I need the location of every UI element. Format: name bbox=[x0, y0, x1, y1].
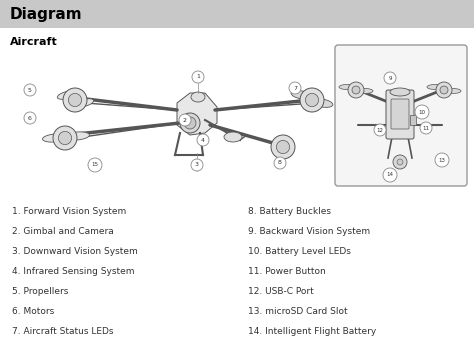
Circle shape bbox=[383, 168, 397, 182]
Circle shape bbox=[276, 141, 290, 154]
Text: 12: 12 bbox=[376, 127, 383, 132]
Circle shape bbox=[63, 88, 87, 112]
Text: 4. Infrared Sensing System: 4. Infrared Sensing System bbox=[12, 267, 135, 276]
Circle shape bbox=[435, 153, 449, 167]
Text: Aircraft: Aircraft bbox=[10, 37, 58, 47]
Ellipse shape bbox=[390, 88, 410, 96]
Circle shape bbox=[440, 86, 448, 94]
Circle shape bbox=[180, 113, 200, 133]
Circle shape bbox=[348, 82, 364, 98]
Circle shape bbox=[420, 122, 432, 134]
FancyBboxPatch shape bbox=[391, 99, 409, 129]
Circle shape bbox=[300, 88, 324, 112]
Text: 11. Power Button: 11. Power Button bbox=[248, 267, 326, 276]
Circle shape bbox=[384, 72, 396, 84]
Text: 6. Motors: 6. Motors bbox=[12, 307, 54, 316]
Text: Diagram: Diagram bbox=[10, 6, 82, 22]
Ellipse shape bbox=[224, 132, 242, 142]
Circle shape bbox=[271, 135, 295, 159]
Ellipse shape bbox=[74, 99, 94, 107]
Circle shape bbox=[289, 82, 301, 94]
Circle shape bbox=[24, 112, 36, 124]
Text: 9: 9 bbox=[388, 75, 392, 80]
Text: 11: 11 bbox=[422, 126, 429, 131]
Circle shape bbox=[352, 86, 360, 94]
Text: 10: 10 bbox=[419, 109, 426, 114]
Text: 1. Forward Vision System: 1. Forward Vision System bbox=[12, 207, 126, 216]
Circle shape bbox=[393, 155, 407, 169]
Text: 1: 1 bbox=[196, 74, 200, 80]
Text: 10. Battery Level LEDs: 10. Battery Level LEDs bbox=[248, 247, 351, 256]
Ellipse shape bbox=[43, 134, 67, 142]
Text: 14: 14 bbox=[386, 172, 393, 177]
Circle shape bbox=[197, 134, 209, 146]
Ellipse shape bbox=[291, 91, 313, 99]
Text: 6: 6 bbox=[28, 115, 32, 120]
Ellipse shape bbox=[445, 88, 461, 93]
Text: 2. Gimbal and Camera: 2. Gimbal and Camera bbox=[12, 227, 114, 236]
Text: 8: 8 bbox=[278, 160, 282, 166]
Bar bbox=[0, 0, 474, 28]
Circle shape bbox=[192, 71, 204, 83]
Circle shape bbox=[191, 159, 203, 171]
Circle shape bbox=[274, 157, 286, 169]
Circle shape bbox=[436, 82, 452, 98]
Text: 4: 4 bbox=[201, 137, 205, 143]
Ellipse shape bbox=[64, 132, 90, 140]
Text: 12. USB-C Port: 12. USB-C Port bbox=[248, 287, 314, 296]
Circle shape bbox=[53, 126, 77, 150]
Text: 7: 7 bbox=[293, 86, 297, 91]
Circle shape bbox=[184, 117, 196, 129]
Text: 9. Backward Vision System: 9. Backward Vision System bbox=[248, 227, 370, 236]
Text: 3: 3 bbox=[195, 162, 199, 167]
Circle shape bbox=[305, 93, 319, 107]
Circle shape bbox=[415, 105, 429, 119]
FancyBboxPatch shape bbox=[386, 90, 414, 139]
Circle shape bbox=[397, 159, 403, 165]
Ellipse shape bbox=[427, 85, 443, 90]
Circle shape bbox=[58, 131, 72, 144]
Ellipse shape bbox=[57, 91, 77, 99]
Ellipse shape bbox=[357, 88, 373, 93]
Circle shape bbox=[68, 93, 82, 107]
Polygon shape bbox=[177, 93, 217, 135]
Text: 13. microSD Card Slot: 13. microSD Card Slot bbox=[248, 307, 347, 316]
Text: 13: 13 bbox=[438, 158, 446, 162]
Bar bbox=[410, 115, 416, 125]
Text: 8. Battery Buckles: 8. Battery Buckles bbox=[248, 207, 331, 216]
Text: 2: 2 bbox=[183, 118, 187, 122]
Text: 14. Intelligent Flight Battery: 14. Intelligent Flight Battery bbox=[248, 327, 376, 336]
Ellipse shape bbox=[191, 92, 205, 102]
Circle shape bbox=[88, 158, 102, 172]
Circle shape bbox=[24, 84, 36, 96]
FancyBboxPatch shape bbox=[335, 45, 467, 186]
Text: 15: 15 bbox=[91, 162, 99, 167]
Ellipse shape bbox=[311, 99, 333, 107]
Text: 5: 5 bbox=[28, 87, 32, 92]
Text: 3. Downward Vision System: 3. Downward Vision System bbox=[12, 247, 138, 256]
Circle shape bbox=[374, 124, 386, 136]
Text: 5. Propellers: 5. Propellers bbox=[12, 287, 68, 296]
Text: 7. Aircraft Status LEDs: 7. Aircraft Status LEDs bbox=[12, 327, 113, 336]
Circle shape bbox=[179, 114, 191, 126]
Ellipse shape bbox=[339, 85, 355, 90]
